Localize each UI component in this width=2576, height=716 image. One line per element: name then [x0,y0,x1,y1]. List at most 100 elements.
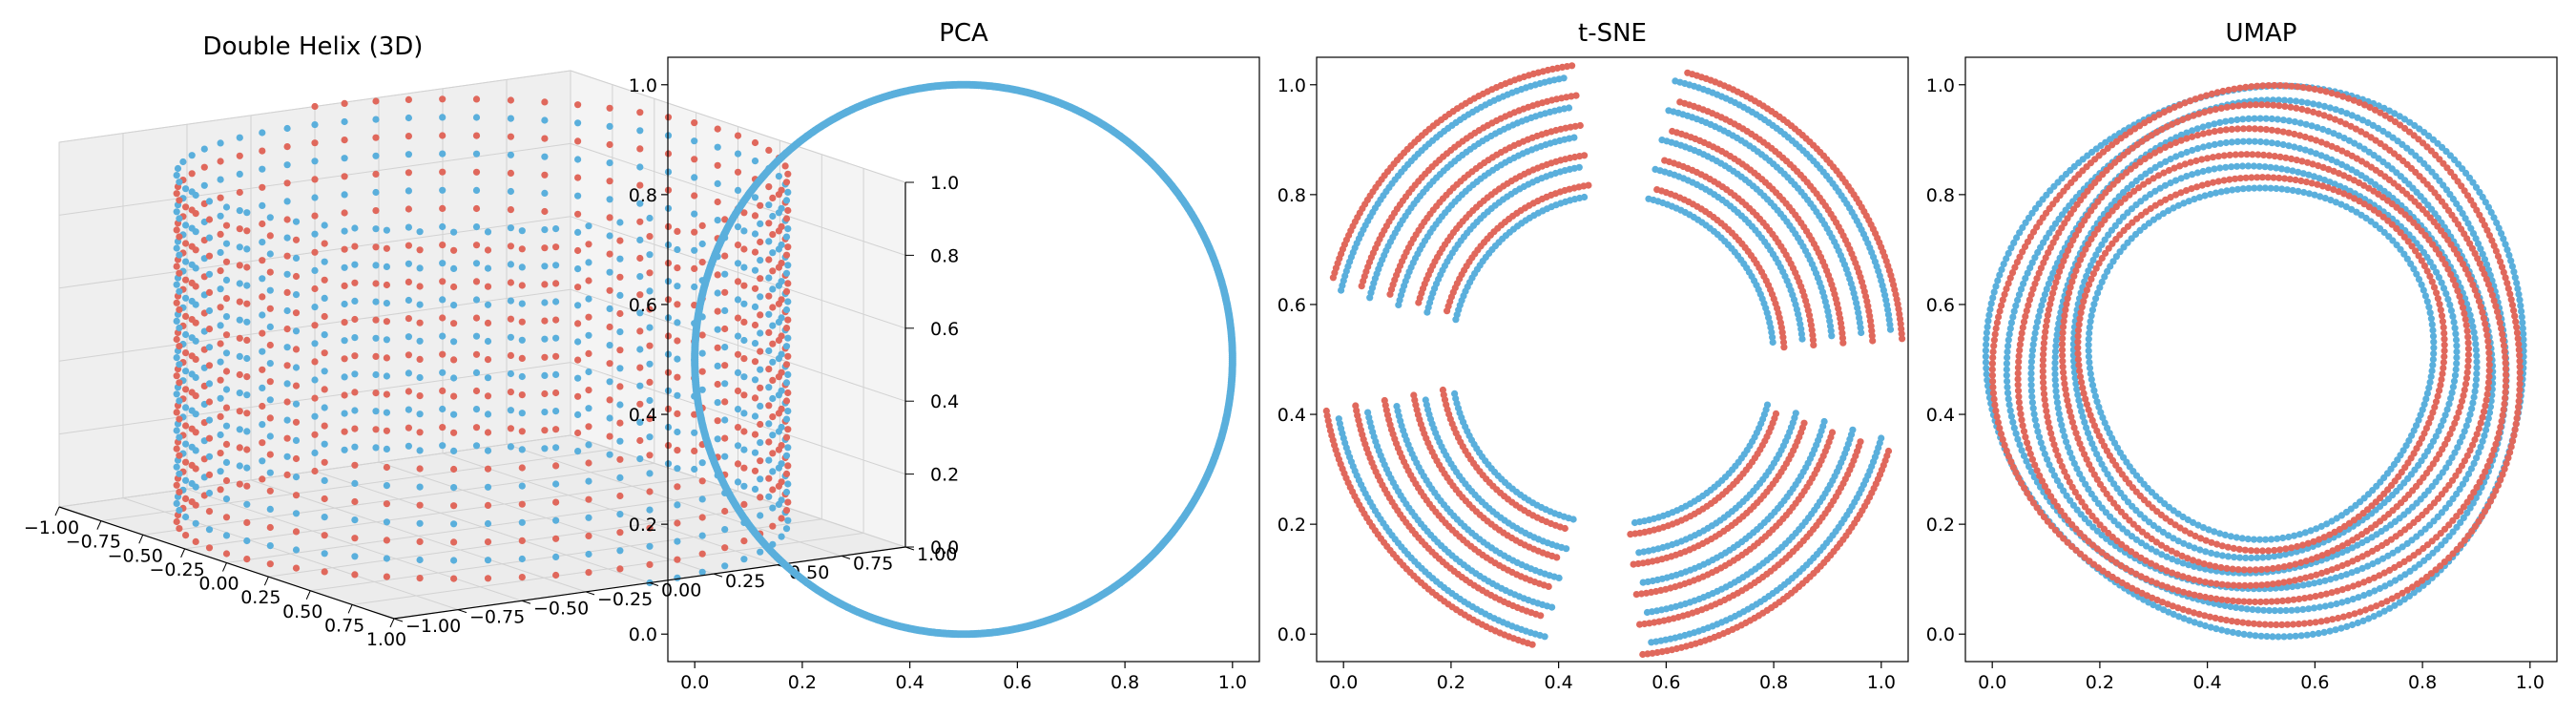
x-tick-mark [347,604,353,614]
helix-point [259,439,266,447]
helix-point [757,512,764,519]
x-tick-label: 0.50 [282,601,322,622]
helix-point [222,514,231,521]
helix-point [311,284,319,293]
helix-point [484,374,492,382]
helix-point [182,349,190,357]
helix-point [192,264,199,272]
helix-point [674,410,681,417]
helix-point [182,312,190,320]
helix-point [243,373,251,381]
helix-point [757,257,764,264]
helix-point [769,358,777,366]
umap-point [2473,352,2481,360]
helix-point [266,560,274,568]
helix-point [173,208,180,216]
helix-point [283,198,291,205]
umap-point [2429,361,2437,369]
helix-point [405,151,412,158]
helix-point [205,306,214,315]
helix-point [383,263,390,270]
helix-point [372,334,380,342]
helix-point [192,447,199,454]
helix-point [714,198,721,206]
helix-point [507,187,515,196]
helix-point [351,279,359,286]
helix-point [507,297,515,305]
helix-point [205,198,214,205]
helix-point [405,333,412,341]
helix-point [205,270,214,278]
helix-point [721,507,729,516]
umap-point [2453,342,2461,349]
helix-point [292,528,301,536]
umap-point [2244,536,2252,543]
helix-point [259,147,266,155]
helix-point [259,239,266,246]
helix-point [674,391,681,399]
helix-point [507,96,515,104]
tsne-points [1322,62,1906,659]
helix-point [321,294,328,302]
helix-point [765,456,773,464]
helix-point [259,129,266,137]
helix-point [782,470,791,477]
helix-point [721,306,729,314]
helix-point [182,240,190,247]
helix-point [765,256,773,263]
helix-point [541,189,549,197]
umap-point [2449,383,2457,390]
y-tick-label: −0.25 [597,589,653,610]
helix-point [217,139,224,147]
helix-point [472,150,481,158]
helix-point [616,437,624,445]
helix-point [416,264,424,272]
helix-point [192,519,199,527]
helix-point [292,510,301,517]
helix-point [236,462,243,470]
helix-point [192,246,199,254]
helix-point [311,304,319,311]
helix-point [698,514,706,521]
helix-point [236,152,243,159]
helix-point [259,366,266,373]
helix-point [784,262,792,269]
helix-point [484,356,492,364]
helix-point [778,405,785,412]
helix-point [321,312,328,321]
helix-point [341,337,348,345]
helix-point [507,115,515,122]
helix-point [541,353,549,361]
helix-point [472,296,481,304]
umap-point [2086,324,2093,331]
helix-point [734,278,742,285]
helix-point [646,470,654,477]
helix-point [674,337,681,345]
helix-point [674,283,681,290]
pca-points [691,80,1236,639]
helix-point [552,571,560,579]
helix-point [484,319,492,326]
tsne-point [1329,274,1337,282]
helix-point [259,183,266,191]
helix-point [321,440,328,448]
helix-point [472,186,481,194]
helix-point [243,391,251,399]
helix-point [782,325,791,332]
helix-point [283,161,291,169]
helix-point [173,427,180,434]
helix-point [636,218,644,225]
helix-point [222,203,231,211]
grid-line [250,479,587,593]
helix-point [775,173,783,180]
tsne-point [1652,165,1659,173]
helix-point [784,243,792,251]
helix-point [236,280,243,287]
tsne-point [1653,186,1661,194]
helix-point [646,305,654,313]
helix-point [311,230,319,238]
x-tick-label: 1.0 [1867,672,1896,693]
helix-point [259,220,266,228]
helix-point [552,444,560,452]
helix-point [472,260,481,267]
